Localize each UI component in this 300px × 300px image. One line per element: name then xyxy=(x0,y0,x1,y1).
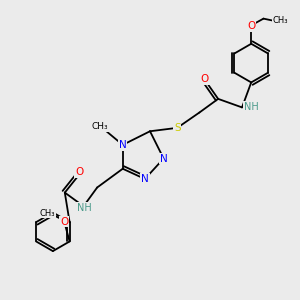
Text: N: N xyxy=(141,174,149,184)
Text: O: O xyxy=(60,217,68,226)
Text: CH₃: CH₃ xyxy=(40,209,55,218)
Text: O: O xyxy=(75,167,83,178)
Text: NH: NH xyxy=(244,102,258,112)
Text: NH: NH xyxy=(77,203,92,213)
Text: CH₃: CH₃ xyxy=(92,122,108,131)
Text: O: O xyxy=(201,74,209,84)
Text: O: O xyxy=(247,21,255,31)
Text: N: N xyxy=(119,140,127,150)
Text: S: S xyxy=(174,123,181,133)
Text: N: N xyxy=(160,154,167,164)
Text: CH₃: CH₃ xyxy=(273,16,288,25)
